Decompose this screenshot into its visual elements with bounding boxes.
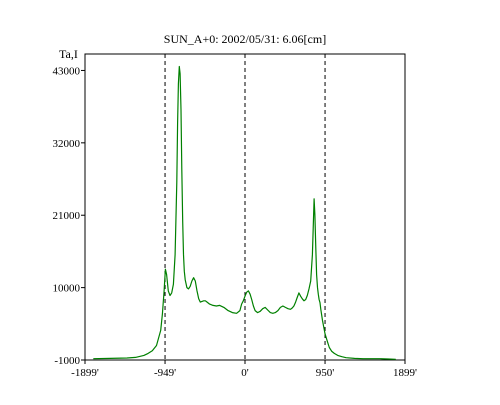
vertical-reference-lines xyxy=(164,54,326,360)
y-axis-label: Ta,I xyxy=(59,47,78,61)
chart-title: SUN_A+0: 2002/05/31: 6.06[cm] xyxy=(164,32,326,46)
x-tick-label-1: -949' xyxy=(154,367,176,379)
x-tick-label-3: 950' xyxy=(316,367,335,379)
series-line-0 xyxy=(93,65,396,360)
x-tick-label-0: -1899' xyxy=(71,367,99,379)
y-tick-label-0: -1000 xyxy=(54,355,80,367)
series-layer xyxy=(93,65,396,360)
y-tick-label-3: 32000 xyxy=(53,138,81,150)
y-tick-label-1: 10000 xyxy=(53,283,81,295)
x-tick-label-2: 0' xyxy=(241,367,249,379)
y-tick-label-4: 43000 xyxy=(53,65,81,77)
y-tick-label-2: 21000 xyxy=(53,210,81,222)
axis-ticks: -1899' -949' 0' 950' 1899' -1000 10000 21000 320… xyxy=(53,65,418,379)
x-tick-label-4: 1899' xyxy=(393,367,417,379)
